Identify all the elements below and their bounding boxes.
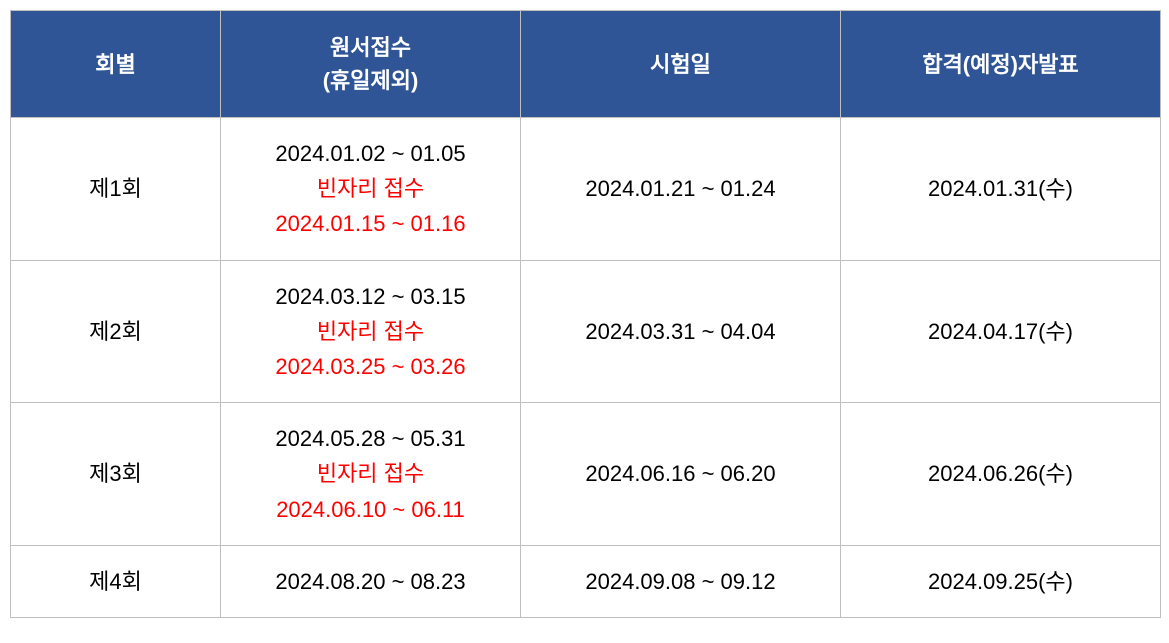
table-row: 제2회 2024.03.12 ~ 03.15 빈자리 접수 2024.03.25… bbox=[11, 260, 1161, 403]
vacancy-label: 빈자리 접수 bbox=[231, 314, 510, 349]
application-cell: 2024.03.12 ~ 03.15 빈자리 접수 2024.03.25 ~ 0… bbox=[221, 260, 521, 403]
application-cell: 2024.08.20 ~ 08.23 bbox=[221, 545, 521, 617]
round-cell: 제3회 bbox=[11, 403, 221, 546]
round-label: 제1회 bbox=[89, 176, 142, 201]
result-date-cell: 2024.06.26(수) bbox=[841, 403, 1161, 546]
round-label: 제2회 bbox=[89, 319, 142, 344]
header-application: 원서접수(휴일제외) bbox=[221, 11, 521, 118]
header-label: 시험일 bbox=[650, 52, 711, 77]
vacancy-period: 2024.03.25 ~ 03.26 bbox=[231, 349, 510, 384]
vacancy-period: 2024.01.15 ~ 01.16 bbox=[231, 206, 510, 241]
application-cell: 2024.01.02 ~ 01.05 빈자리 접수 2024.01.15 ~ 0… bbox=[221, 118, 521, 261]
header-row: 회별 원서접수(휴일제외) 시험일 합격(예정)자발표 bbox=[11, 11, 1161, 118]
exam-date-cell: 2024.09.08 ~ 09.12 bbox=[521, 545, 841, 617]
vacancy-label: 빈자리 접수 bbox=[231, 171, 510, 206]
exam-date: 2024.06.16 ~ 06.20 bbox=[585, 461, 775, 486]
vacancy-period: 2024.06.10 ~ 06.11 bbox=[231, 492, 510, 527]
exam-date-cell: 2024.03.31 ~ 04.04 bbox=[521, 260, 841, 403]
table-row: 제4회 2024.08.20 ~ 08.23 2024.09.08 ~ 09.1… bbox=[11, 545, 1161, 617]
exam-date-cell: 2024.01.21 ~ 01.24 bbox=[521, 118, 841, 261]
header-result-date: 합격(예정)자발표 bbox=[841, 11, 1161, 118]
vacancy-label: 빈자리 접수 bbox=[231, 456, 510, 491]
round-label: 제3회 bbox=[89, 461, 142, 486]
application-main-period: 2024.05.28 ~ 05.31 bbox=[231, 421, 510, 456]
round-cell: 제1회 bbox=[11, 118, 221, 261]
header-exam-date: 시험일 bbox=[521, 11, 841, 118]
round-cell: 제2회 bbox=[11, 260, 221, 403]
result-date-cell: 2024.04.17(수) bbox=[841, 260, 1161, 403]
result-date: 2024.09.25(수) bbox=[928, 569, 1073, 594]
application-main-period: 2024.08.20 ~ 08.23 bbox=[231, 564, 510, 599]
exam-date: 2024.01.21 ~ 01.24 bbox=[585, 176, 775, 201]
table-row: 제3회 2024.05.28 ~ 05.31 빈자리 접수 2024.06.10… bbox=[11, 403, 1161, 546]
exam-date: 2024.03.31 ~ 04.04 bbox=[585, 319, 775, 344]
header-label: 원서접수(휴일제외) bbox=[323, 35, 419, 93]
application-cell: 2024.05.28 ~ 05.31 빈자리 접수 2024.06.10 ~ 0… bbox=[221, 403, 521, 546]
application-main-period: 2024.03.12 ~ 03.15 bbox=[231, 279, 510, 314]
table-row: 제1회 2024.01.02 ~ 01.05 빈자리 접수 2024.01.15… bbox=[11, 118, 1161, 261]
header-label: 합격(예정)자발표 bbox=[922, 52, 1078, 77]
round-cell: 제4회 bbox=[11, 545, 221, 617]
header-round: 회별 bbox=[11, 11, 221, 118]
result-date-cell: 2024.01.31(수) bbox=[841, 118, 1161, 261]
table-header: 회별 원서접수(휴일제외) 시험일 합격(예정)자발표 bbox=[11, 11, 1161, 118]
result-date: 2024.06.26(수) bbox=[928, 461, 1073, 486]
exam-date: 2024.09.08 ~ 09.12 bbox=[585, 569, 775, 594]
exam-date-cell: 2024.06.16 ~ 06.20 bbox=[521, 403, 841, 546]
result-date: 2024.04.17(수) bbox=[928, 319, 1073, 344]
table-body: 제1회 2024.01.02 ~ 01.05 빈자리 접수 2024.01.15… bbox=[11, 118, 1161, 618]
header-label: 회별 bbox=[95, 52, 135, 77]
result-date-cell: 2024.09.25(수) bbox=[841, 545, 1161, 617]
schedule-table: 회별 원서접수(휴일제외) 시험일 합격(예정)자발표 제1회 2024.01.… bbox=[10, 10, 1161, 618]
result-date: 2024.01.31(수) bbox=[928, 176, 1073, 201]
application-main-period: 2024.01.02 ~ 01.05 bbox=[231, 136, 510, 171]
round-label: 제4회 bbox=[89, 569, 142, 594]
